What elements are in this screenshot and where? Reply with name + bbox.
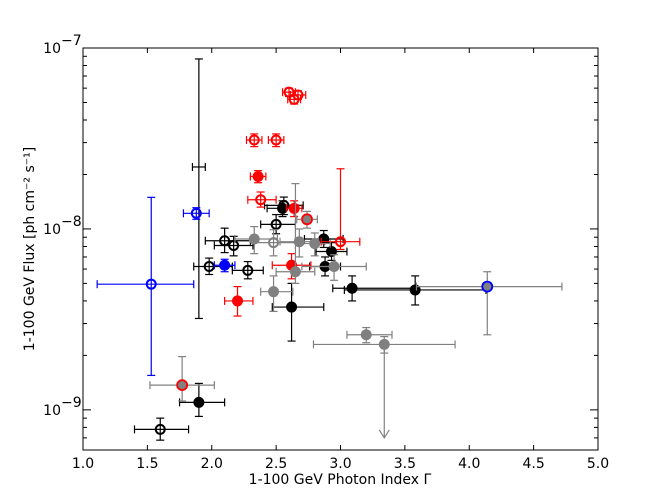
marker-filled: [268, 286, 280, 298]
data-point-red: [285, 200, 303, 218]
marker-filled: [328, 260, 340, 272]
data-point-black: [343, 275, 487, 306]
data-point-black: [213, 235, 254, 257]
x-tick-label: 1.5: [136, 456, 158, 472]
data-point-red: [245, 133, 263, 148]
marker-open: [154, 423, 166, 435]
x-tick-label: 4.0: [458, 456, 480, 472]
marker-filled: [286, 301, 298, 313]
data-point-gray-blue-edge: [415, 271, 563, 336]
x-tick-label: 4.5: [522, 456, 544, 472]
y-tick-label: 10: [43, 403, 61, 419]
data-point-black: [191, 58, 206, 320]
data-point-gray: [298, 232, 331, 257]
data-point-red: [320, 168, 361, 251]
data-point-gray: [301, 254, 367, 281]
marker-filled: [176, 379, 189, 392]
x-tick-label: 3.0: [329, 456, 351, 472]
y-axis-label: 1-100 GeV Flux [ph cm⁻² s⁻¹]: [22, 147, 38, 351]
marker-filled: [318, 233, 330, 245]
data-point-gray-red-edge: [149, 355, 215, 402]
data-point-gray: [275, 183, 316, 284]
y-tick-label-exponent: −9: [61, 395, 82, 411]
data-point-red: [224, 286, 254, 317]
x-tick-label: 2.0: [201, 456, 223, 472]
marker-filled: [325, 246, 337, 258]
marker-filled: [288, 202, 300, 214]
marker-filled: [360, 329, 372, 341]
marker-open: [145, 278, 157, 290]
marker-open: [268, 237, 280, 249]
y-tick-label-exponent: −7: [61, 33, 82, 49]
data-point-black: [231, 260, 264, 280]
data-point-blue: [96, 196, 195, 377]
y-axis-ticks: 10−710−810−9: [43, 33, 598, 451]
data-point-red: [247, 191, 277, 208]
marker-open: [242, 264, 254, 276]
x-tick-label: 3.5: [394, 456, 416, 472]
data-point-gray-red-edge: [296, 210, 318, 229]
data-points: [96, 58, 563, 441]
marker-open: [270, 218, 282, 230]
x-axis-ticks: 1.0 1.5 2.0 2.5 3.0 3.5 4.0 4.5 5.0: [72, 48, 609, 472]
marker-filled: [219, 259, 231, 271]
marker-filled: [193, 396, 205, 408]
data-point-black: [178, 382, 226, 418]
marker-open: [292, 89, 304, 101]
data-point-gray: [378, 344, 390, 440]
marker-filled: [481, 280, 494, 293]
marker-open: [270, 134, 282, 146]
marker-open: [190, 207, 202, 219]
upper-limit-arrow: [378, 429, 390, 440]
x-tick-label: 5.0: [587, 456, 609, 472]
marker-filled: [301, 213, 313, 226]
marker-open: [335, 236, 346, 248]
marker-open: [255, 194, 267, 206]
y-tick-label: 10: [43, 222, 61, 238]
data-point-blue: [213, 258, 236, 273]
marker-filled: [409, 284, 421, 296]
marker-filled: [232, 295, 243, 307]
x-axis-label: 1-100 GeV Photon Index Γ: [249, 472, 432, 488]
marker-filled: [289, 266, 301, 278]
marker-filled: [252, 170, 264, 182]
marker-open: [203, 260, 215, 272]
data-point-red: [249, 170, 267, 184]
marker-filled: [346, 282, 358, 294]
y-tick-label-exponent: −8: [61, 214, 82, 230]
marker-filled: [309, 238, 321, 250]
data-point-gray: [260, 275, 294, 313]
marker-open: [248, 134, 260, 146]
data-point-red: [289, 89, 307, 101]
x-tick-label: 1.0: [72, 456, 94, 472]
data-point-gray: [346, 326, 393, 344]
marker-open: [228, 239, 240, 251]
data-point-black: [332, 275, 418, 302]
y-tick-label: 10: [43, 41, 61, 57]
data-point-black: [315, 242, 348, 261]
data-point-black: [133, 417, 190, 441]
data-point-blue: [182, 207, 210, 220]
data-point-black: [271, 282, 325, 342]
data-point-red: [267, 133, 285, 148]
x-tick-label: 2.5: [265, 456, 287, 472]
